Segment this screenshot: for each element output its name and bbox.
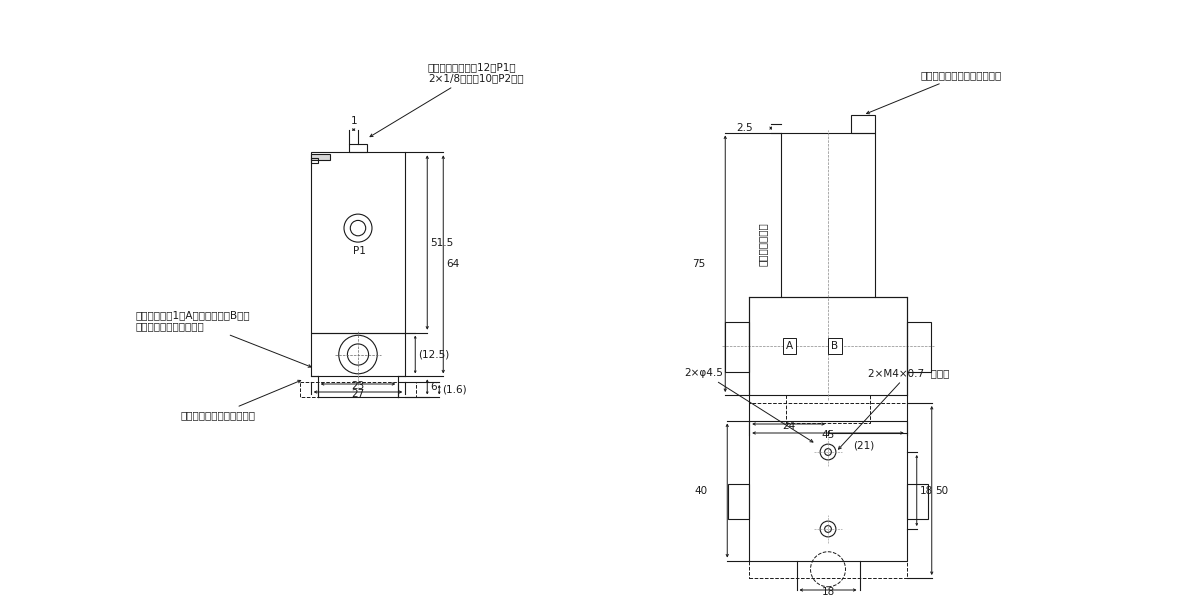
- Bar: [851, 115, 876, 133]
- Bar: [749, 403, 907, 578]
- Text: 18: 18: [920, 485, 933, 496]
- Bar: [310, 154, 329, 160]
- Bar: [310, 332, 405, 376]
- Text: ブラケット（オプション）: ブラケット（オプション）: [180, 380, 301, 420]
- Text: (12.5): (12.5): [418, 350, 449, 359]
- Bar: [310, 158, 319, 163]
- Text: (21): (21): [853, 440, 875, 450]
- Text: 27: 27: [351, 389, 364, 399]
- Text: B: B: [831, 341, 839, 351]
- Bar: [907, 322, 931, 373]
- Bar: [350, 143, 367, 152]
- Bar: [786, 395, 870, 423]
- Text: 45: 45: [822, 430, 835, 440]
- Text: A: A: [786, 341, 793, 351]
- Bar: [907, 484, 927, 518]
- Bar: [725, 322, 749, 373]
- Text: P1: P1: [352, 246, 365, 256]
- Text: 2.5: 2.5: [736, 123, 752, 133]
- Text: インジケータ（オプション）: インジケータ（オプション）: [866, 70, 1002, 114]
- Text: メインポート1（A）［背面２（B）］
管接続口径は、下表参照: メインポート1（A）［背面２（B）］ 管接続口径は、下表参照: [135, 310, 311, 367]
- Text: (1.6): (1.6): [442, 385, 467, 395]
- Text: 64: 64: [446, 259, 460, 269]
- Bar: [301, 382, 416, 397]
- Bar: [749, 421, 907, 560]
- Text: 24: 24: [782, 421, 795, 431]
- Text: 40: 40: [694, 485, 707, 496]
- Text: （バルブ開時）: （バルブ開時）: [758, 222, 768, 266]
- Text: 51.5: 51.5: [430, 238, 454, 248]
- Text: 2×φ4.5: 2×φ4.5: [684, 368, 813, 442]
- Text: 1: 1: [350, 116, 357, 125]
- Text: 50: 50: [934, 485, 948, 496]
- Text: 18: 18: [822, 587, 835, 597]
- Text: 75: 75: [692, 259, 706, 269]
- Text: 2×M4×0.7  深さ７: 2×M4×0.7 深さ７: [839, 368, 949, 449]
- Bar: [749, 297, 907, 395]
- Bar: [728, 484, 749, 518]
- Text: パイロットポーチ12（P1）
2×1/8［背面10（P2）］: パイロットポーチ12（P1） 2×1/8［背面10（P2）］: [370, 62, 524, 137]
- Text: 23: 23: [351, 381, 364, 391]
- Bar: [310, 152, 405, 332]
- Bar: [781, 133, 876, 297]
- Text: 6: 6: [430, 382, 437, 392]
